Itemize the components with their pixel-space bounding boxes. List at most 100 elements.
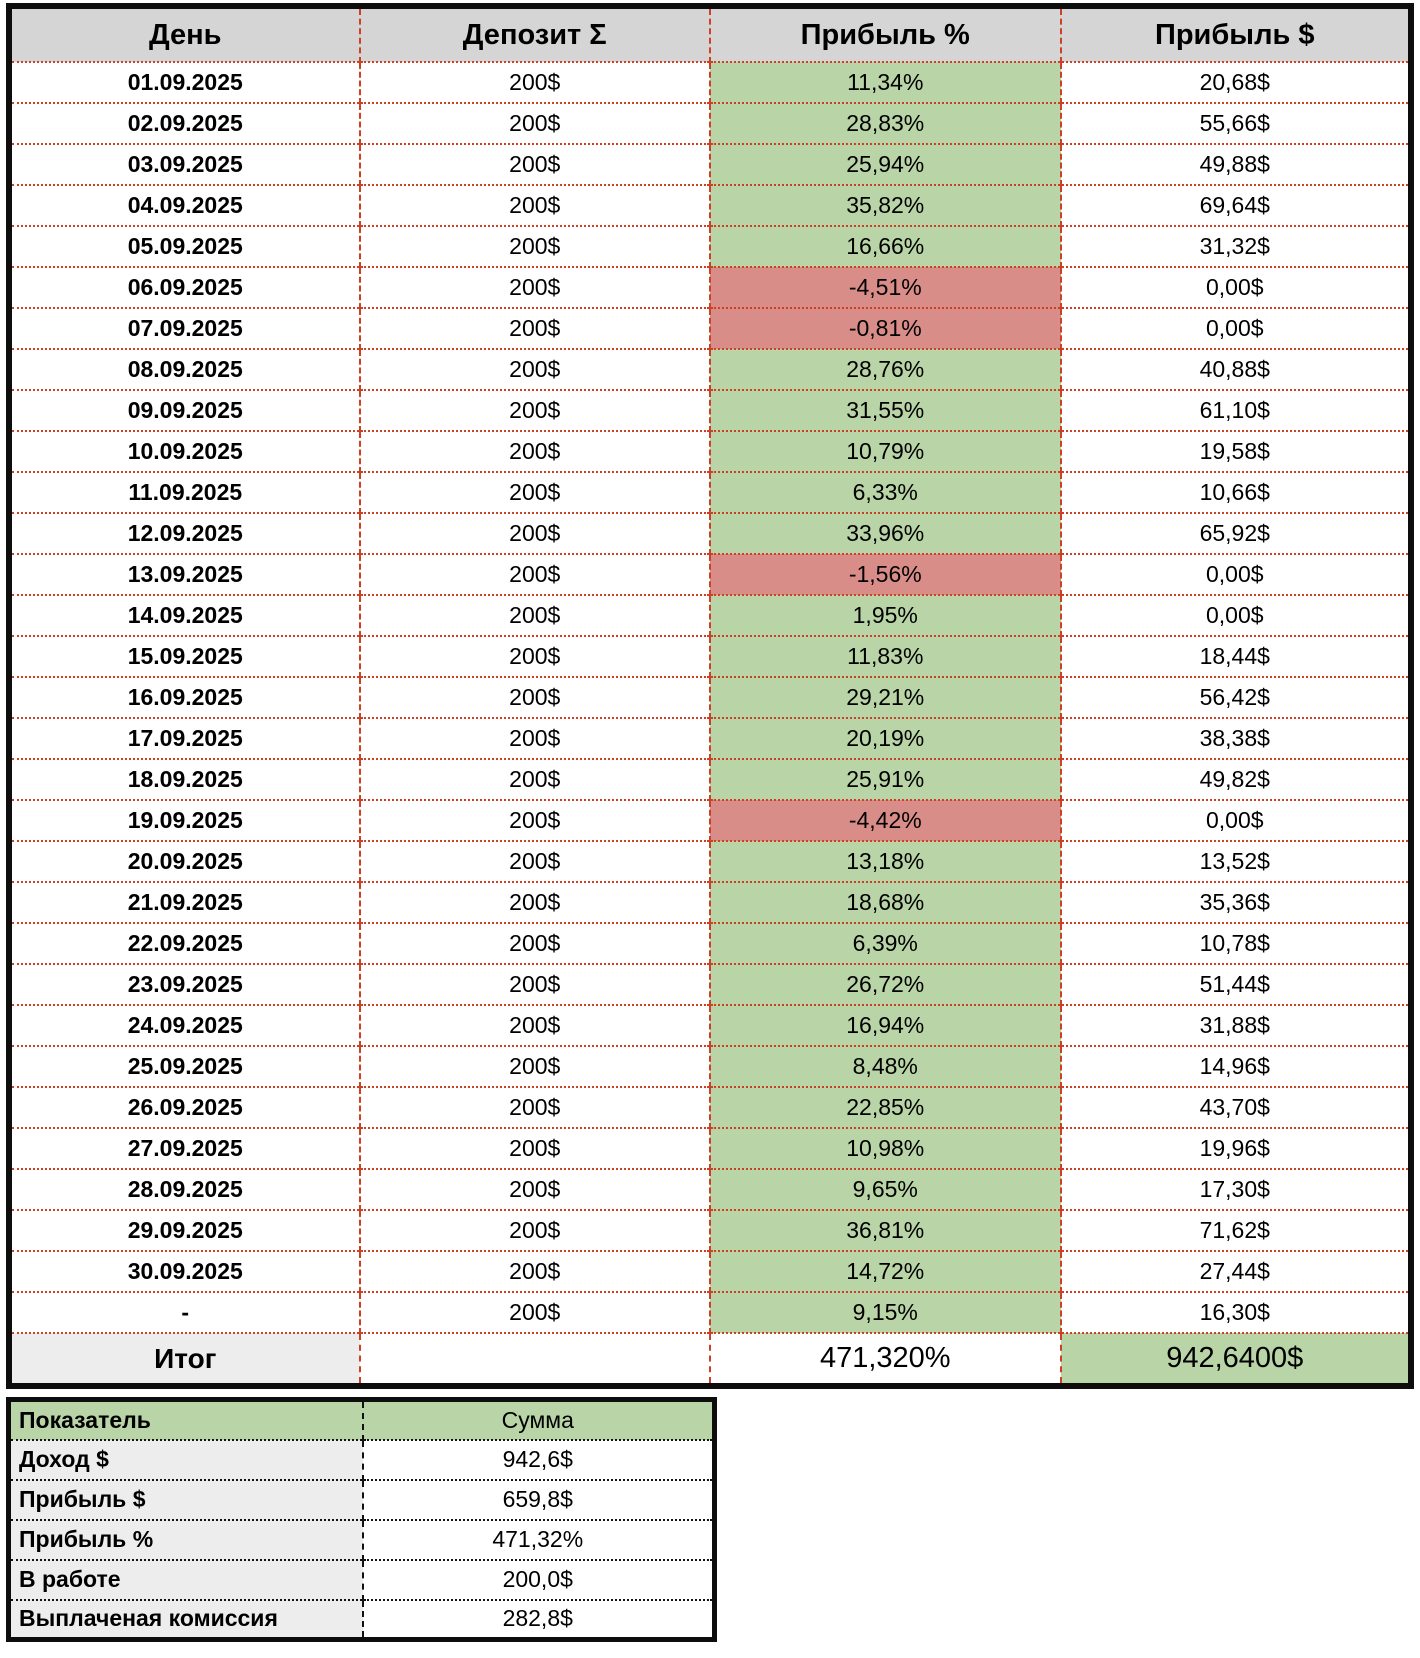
profit-usd-cell: 19,96$ (1059, 1128, 1411, 1170)
day-cell: 10.09.2025 (9, 431, 360, 473)
table-row: 01.09.2025 200$ 11,34% 20,68$ (9, 62, 1411, 104)
deposit-cell: 200$ (358, 1128, 710, 1170)
header-deposit: Депозит Σ (358, 6, 710, 63)
deposit-cell: 200$ (358, 472, 710, 514)
table-row: 17.09.2025 200$ 20,19% 38,38$ (9, 718, 1411, 760)
profit-pct-cell: -4,42% (709, 800, 1061, 842)
profit-pct-cell: 35,82% (709, 185, 1061, 227)
table-row: 26.09.2025 200$ 22,85% 43,70$ (9, 1087, 1411, 1129)
day-cell: 14.09.2025 (9, 595, 360, 637)
summary-row: Доход $ 942,6$ (8, 1439, 715, 1481)
profit-pct-cell: 28,83% (709, 103, 1061, 145)
summary-label-cell: Прибыль $ (8, 1479, 363, 1521)
summary-header-sum: Сумма (361, 1399, 715, 1441)
profit-usd-cell: 38,38$ (1059, 718, 1411, 760)
profit-pct-cell: 13,18% (709, 841, 1061, 883)
day-cell: - (9, 1292, 360, 1334)
deposit-cell: 200$ (358, 554, 710, 596)
day-cell: 29.09.2025 (9, 1210, 360, 1252)
profit-usd-cell: 0,00$ (1059, 595, 1411, 637)
day-cell: 30.09.2025 (9, 1251, 360, 1293)
profit-usd-cell: 10,66$ (1059, 472, 1411, 514)
total-deposit-cell (358, 1333, 710, 1387)
day-cell: 28.09.2025 (9, 1169, 360, 1211)
deposit-cell: 200$ (358, 841, 710, 883)
table-row: 08.09.2025 200$ 28,76% 40,88$ (9, 349, 1411, 391)
profit-pct-cell: 6,39% (709, 923, 1061, 965)
profit-pct-cell: 1,95% (709, 595, 1061, 637)
table-row: 22.09.2025 200$ 6,39% 10,78$ (9, 923, 1411, 965)
profit-pct-cell: 10,98% (709, 1128, 1061, 1170)
deposit-cell: 200$ (358, 267, 710, 309)
profit-usd-cell: 56,42$ (1059, 677, 1411, 719)
summary-value-cell: 942,6$ (361, 1439, 715, 1481)
table-row: 16.09.2025 200$ 29,21% 56,42$ (9, 677, 1411, 719)
deposit-cell: 200$ (358, 185, 710, 227)
deposit-cell: 200$ (358, 144, 710, 186)
profit-usd-cell: 55,66$ (1059, 103, 1411, 145)
day-cell: 16.09.2025 (9, 677, 360, 719)
table-row: 05.09.2025 200$ 16,66% 31,32$ (9, 226, 1411, 268)
profit-pct-cell: 22,85% (709, 1087, 1061, 1129)
deposit-cell: 200$ (358, 800, 710, 842)
deposit-cell: 200$ (358, 595, 710, 637)
day-cell: 04.09.2025 (9, 185, 360, 227)
table-row: 24.09.2025 200$ 16,94% 31,88$ (9, 1005, 1411, 1047)
table-row: 18.09.2025 200$ 25,91% 49,82$ (9, 759, 1411, 801)
day-cell: 17.09.2025 (9, 718, 360, 760)
deposit-cell: 200$ (358, 923, 710, 965)
summary-table-body: Доход $ 942,6$ Прибыль $ 659,8$ Прибыль … (8, 1439, 715, 1641)
table-row: - 200$ 9,15% 16,30$ (9, 1292, 1411, 1334)
table-row: 11.09.2025 200$ 6,33% 10,66$ (9, 472, 1411, 514)
summary-row: В работе 200,0$ (8, 1559, 715, 1601)
summary-value-cell: 659,8$ (361, 1479, 715, 1521)
day-cell: 12.09.2025 (9, 513, 360, 555)
day-cell: 25.09.2025 (9, 1046, 360, 1088)
profit-usd-cell: 16,30$ (1059, 1292, 1411, 1334)
table-row: 06.09.2025 200$ -4,51% 0,00$ (9, 267, 1411, 309)
profit-usd-cell: 19,58$ (1059, 431, 1411, 473)
deposit-cell: 200$ (358, 1251, 710, 1293)
profit-usd-cell: 31,32$ (1059, 226, 1411, 268)
deposit-cell: 200$ (358, 1046, 710, 1088)
profit-pct-cell: 10,79% (709, 431, 1061, 473)
profit-pct-cell: 36,81% (709, 1210, 1061, 1252)
deposit-cell: 200$ (358, 349, 710, 391)
day-cell: 08.09.2025 (9, 349, 360, 391)
profit-usd-cell: 51,44$ (1059, 964, 1411, 1006)
profit-usd-cell: 0,00$ (1059, 800, 1411, 842)
day-cell: 03.09.2025 (9, 144, 360, 186)
day-cell: 26.09.2025 (9, 1087, 360, 1129)
profit-pct-cell: 25,94% (709, 144, 1061, 186)
day-cell: 23.09.2025 (9, 964, 360, 1006)
deposit-cell: 200$ (358, 62, 710, 104)
table-row: 28.09.2025 200$ 9,65% 17,30$ (9, 1169, 1411, 1211)
profit-pct-cell: 8,48% (709, 1046, 1061, 1088)
table-row: 04.09.2025 200$ 35,82% 69,64$ (9, 185, 1411, 227)
table-row: 09.09.2025 200$ 31,55% 61,10$ (9, 390, 1411, 432)
deposit-cell: 200$ (358, 1169, 710, 1211)
profit-pct-cell: 14,72% (709, 1251, 1061, 1293)
deposit-cell: 200$ (358, 636, 710, 678)
table-row: 13.09.2025 200$ -1,56% 0,00$ (9, 554, 1411, 596)
day-cell: 09.09.2025 (9, 390, 360, 432)
profit-pct-cell: 6,33% (709, 472, 1061, 514)
profit-usd-cell: 61,10$ (1059, 390, 1411, 432)
profit-usd-cell: 35,36$ (1059, 882, 1411, 924)
table-row: 19.09.2025 200$ -4,42% 0,00$ (9, 800, 1411, 842)
day-cell: 27.09.2025 (9, 1128, 360, 1170)
deposit-cell: 200$ (358, 431, 710, 473)
profit-pct-cell: 31,55% (709, 390, 1061, 432)
day-cell: 18.09.2025 (9, 759, 360, 801)
deposit-cell: 200$ (358, 103, 710, 145)
profit-usd-cell: 14,96$ (1059, 1046, 1411, 1088)
deposit-cell: 200$ (358, 1292, 710, 1334)
profit-table: День Депозит Σ Прибыль % Прибыль $ 01.09… (6, 3, 1414, 1389)
profit-usd-cell: 18,44$ (1059, 636, 1411, 678)
deposit-cell: 200$ (358, 964, 710, 1006)
profit-usd-cell: 49,88$ (1059, 144, 1411, 186)
profit-pct-cell: 28,76% (709, 349, 1061, 391)
summary-value-cell: 471,32% (361, 1519, 715, 1561)
table-row: 15.09.2025 200$ 11,83% 18,44$ (9, 636, 1411, 678)
profit-usd-cell: 43,70$ (1059, 1087, 1411, 1129)
